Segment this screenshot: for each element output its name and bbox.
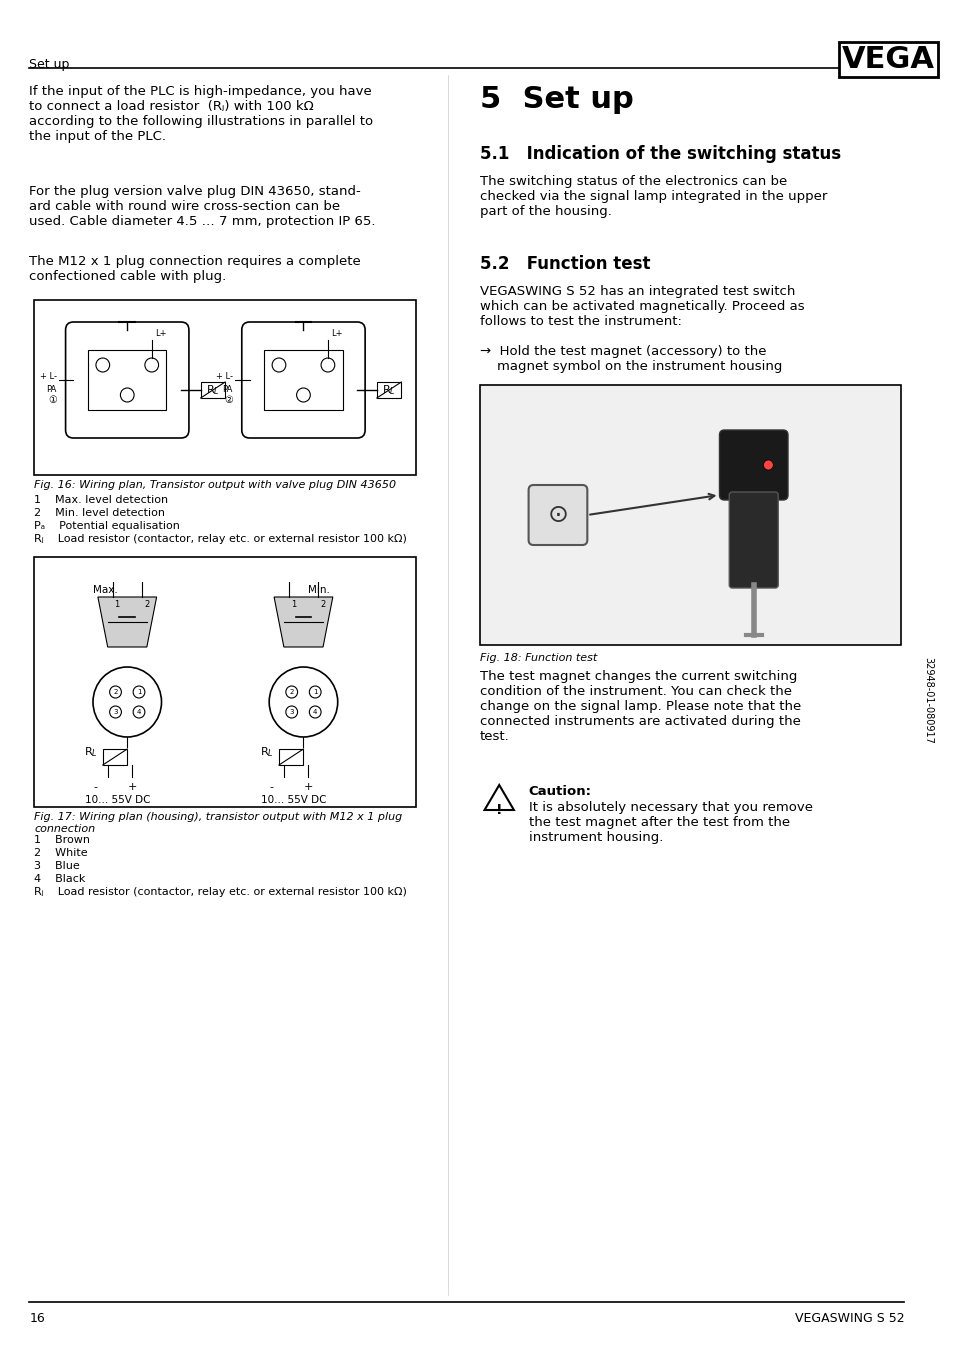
Circle shape: [133, 706, 145, 718]
Text: 1: 1: [114, 600, 120, 608]
Text: 3: 3: [113, 708, 117, 715]
Text: ②: ②: [224, 395, 233, 406]
Circle shape: [309, 685, 321, 698]
Text: PA: PA: [47, 385, 57, 393]
Text: PA: PA: [222, 385, 233, 393]
Text: 16: 16: [30, 1311, 45, 1325]
Text: 5.1   Indication of the switching status: 5.1 Indication of the switching status: [479, 145, 840, 164]
Polygon shape: [98, 598, 156, 648]
Text: 2: 2: [289, 690, 294, 695]
Text: It is absolutely necessary that you remove
the test magnet after the test from t: It is absolutely necessary that you remo…: [528, 800, 812, 844]
Text: Caution:: Caution:: [528, 786, 591, 798]
Text: Fig. 16: Wiring plan, Transistor output with valve plug DIN 43650: Fig. 16: Wiring plan, Transistor output …: [34, 480, 395, 489]
Text: 32948-01-080917: 32948-01-080917: [922, 657, 932, 744]
FancyBboxPatch shape: [479, 385, 900, 645]
FancyBboxPatch shape: [66, 322, 189, 438]
Bar: [200, 383, 225, 397]
Text: + L-: + L-: [215, 372, 233, 381]
Text: 10... 55V DC: 10... 55V DC: [85, 795, 150, 804]
Circle shape: [110, 685, 121, 698]
Text: Max.: Max.: [92, 585, 117, 595]
Text: 2: 2: [113, 690, 117, 695]
Circle shape: [309, 706, 321, 718]
Text: Min.: Min.: [308, 585, 330, 595]
Text: 3    Blue: 3 Blue: [34, 861, 80, 871]
Text: If the input of the PLC is high-impedance, you have
to connect a load resistor  : If the input of the PLC is high-impedanc…: [30, 85, 374, 143]
FancyBboxPatch shape: [88, 350, 166, 410]
Polygon shape: [484, 786, 514, 810]
Text: +: +: [303, 781, 313, 792]
Text: Rⱼ    Load resistor (contactor, relay etc. or external resistor 100 kΩ): Rⱼ Load resistor (contactor, relay etc. …: [34, 534, 407, 544]
Bar: [103, 749, 127, 765]
Text: L+: L+: [154, 329, 166, 338]
Circle shape: [96, 358, 110, 372]
Text: 3: 3: [289, 708, 294, 715]
Text: R$_L$: R$_L$: [260, 745, 274, 758]
Text: 1    Brown: 1 Brown: [34, 836, 91, 845]
Text: VEGASWING S 52 has an integrated test switch
which can be activated magnetically: VEGASWING S 52 has an integrated test sw…: [479, 285, 803, 329]
Circle shape: [120, 388, 134, 402]
Circle shape: [286, 706, 297, 718]
Circle shape: [321, 358, 335, 372]
Text: R$_L$: R$_L$: [381, 383, 395, 397]
Text: 2    White: 2 White: [34, 848, 88, 859]
Text: L+: L+: [331, 329, 342, 338]
Circle shape: [296, 388, 310, 402]
Bar: [278, 749, 303, 765]
Text: 1: 1: [291, 600, 295, 608]
Text: -: -: [94, 781, 102, 792]
Text: The switching status of the electronics can be
checked via the signal lamp integ: The switching status of the electronics …: [479, 174, 826, 218]
Text: 10... 55V DC: 10... 55V DC: [260, 795, 326, 804]
Circle shape: [272, 358, 286, 372]
Text: Fig. 17: Wiring plan (housing), transistor output with M12 x 1 plug
connection: Fig. 17: Wiring plan (housing), transist…: [34, 813, 402, 834]
Text: !: !: [496, 803, 502, 817]
Circle shape: [133, 685, 145, 698]
Text: For the plug version valve plug DIN 43650, stand-
ard cable with round wire cros: For the plug version valve plug DIN 4365…: [30, 185, 375, 228]
Text: 1: 1: [136, 690, 141, 695]
Text: The test magnet changes the current switching
condition of the instrument. You c: The test magnet changes the current swit…: [479, 671, 801, 744]
Polygon shape: [274, 598, 333, 648]
Text: VEGASWING S 52: VEGASWING S 52: [794, 1311, 903, 1325]
Text: 1    Max. level detection: 1 Max. level detection: [34, 495, 169, 506]
FancyBboxPatch shape: [528, 485, 587, 545]
Text: Pₐ    Potential equalisation: Pₐ Potential equalisation: [34, 521, 180, 531]
Text: 2    Min. level detection: 2 Min. level detection: [34, 508, 165, 518]
Text: 5.2   Function test: 5.2 Function test: [479, 256, 649, 273]
Text: 4: 4: [136, 708, 141, 715]
Circle shape: [110, 706, 121, 718]
Text: 5  Set up: 5 Set up: [479, 85, 633, 114]
Text: The M12 x 1 plug connection requires a complete
confectioned cable with plug.: The M12 x 1 plug connection requires a c…: [30, 256, 361, 283]
Text: -: -: [270, 781, 277, 792]
Text: →  Hold the test magnet (accessory) to the
    magnet symbol on the instrument h: → Hold the test magnet (accessory) to th…: [479, 345, 781, 373]
Text: VEGA: VEGA: [841, 45, 934, 74]
Text: 4    Black: 4 Black: [34, 873, 86, 884]
FancyBboxPatch shape: [719, 430, 787, 500]
FancyBboxPatch shape: [34, 300, 416, 475]
FancyBboxPatch shape: [264, 350, 342, 410]
Text: R$_L$: R$_L$: [84, 745, 98, 758]
Text: ①: ①: [48, 395, 57, 406]
FancyBboxPatch shape: [241, 322, 365, 438]
Text: ⊙: ⊙: [547, 503, 568, 527]
Circle shape: [92, 667, 161, 737]
Circle shape: [269, 667, 337, 737]
Circle shape: [286, 685, 297, 698]
Text: 2: 2: [144, 600, 149, 608]
Text: +: +: [128, 781, 136, 792]
Text: 4: 4: [313, 708, 317, 715]
Text: + L-: + L-: [40, 372, 57, 381]
Text: 1: 1: [313, 690, 317, 695]
Text: 2: 2: [320, 600, 325, 608]
Text: Rⱼ    Load resistor (contactor, relay etc. or external resistor 100 kΩ): Rⱼ Load resistor (contactor, relay etc. …: [34, 887, 407, 896]
Bar: [376, 383, 401, 397]
Circle shape: [762, 460, 773, 470]
Circle shape: [145, 358, 158, 372]
Text: Fig. 18: Function test: Fig. 18: Function test: [479, 653, 597, 662]
FancyBboxPatch shape: [728, 492, 778, 588]
Text: Set up: Set up: [30, 58, 70, 72]
Text: R$_L$: R$_L$: [205, 383, 219, 397]
FancyBboxPatch shape: [34, 557, 416, 807]
